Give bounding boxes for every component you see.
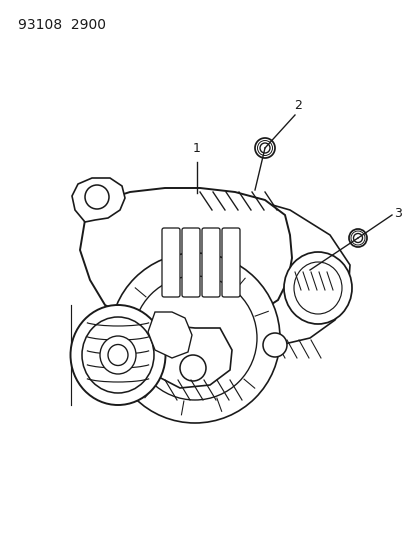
- Circle shape: [259, 143, 269, 153]
- Ellipse shape: [100, 336, 136, 374]
- Circle shape: [133, 276, 256, 400]
- Text: 3: 3: [393, 206, 401, 220]
- FancyBboxPatch shape: [202, 228, 219, 297]
- Ellipse shape: [293, 262, 341, 314]
- FancyBboxPatch shape: [182, 228, 199, 297]
- Circle shape: [348, 229, 366, 247]
- Polygon shape: [72, 178, 125, 222]
- Ellipse shape: [108, 344, 128, 366]
- Circle shape: [262, 333, 286, 357]
- Ellipse shape: [70, 305, 165, 405]
- Text: 2: 2: [293, 99, 301, 112]
- Polygon shape: [147, 312, 192, 358]
- FancyBboxPatch shape: [221, 228, 240, 297]
- FancyBboxPatch shape: [161, 228, 180, 297]
- Circle shape: [254, 138, 274, 158]
- Polygon shape: [235, 198, 349, 345]
- Text: 93108  2900: 93108 2900: [18, 18, 106, 32]
- Text: 1: 1: [192, 142, 200, 155]
- Circle shape: [85, 185, 109, 209]
- Ellipse shape: [283, 252, 351, 324]
- Ellipse shape: [82, 317, 154, 393]
- Polygon shape: [80, 188, 291, 330]
- Polygon shape: [147, 325, 231, 388]
- Circle shape: [353, 233, 362, 243]
- Circle shape: [180, 355, 206, 381]
- Circle shape: [110, 253, 279, 423]
